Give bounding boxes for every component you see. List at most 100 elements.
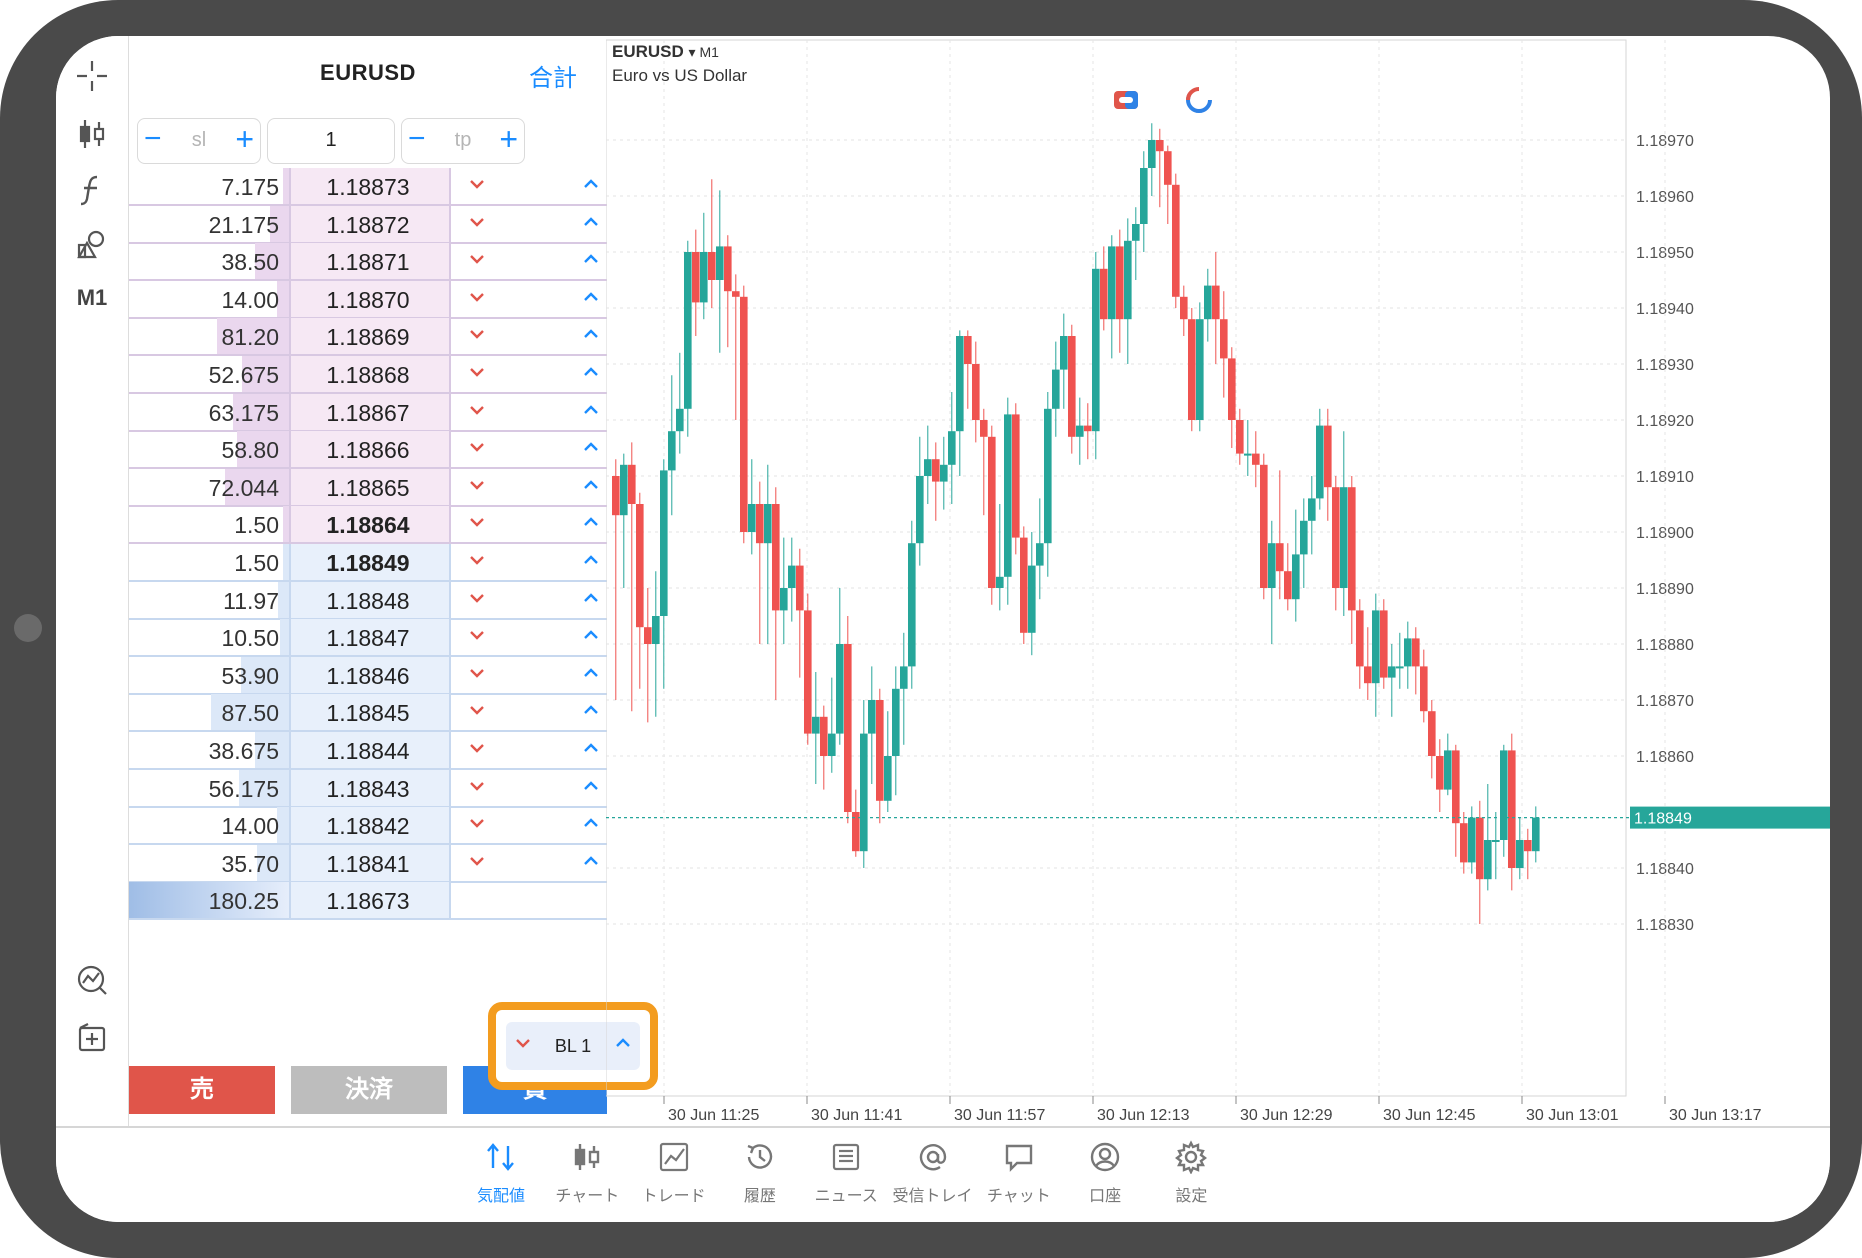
bid-row[interactable]: 53.90 1.18846 (129, 656, 607, 695)
buy-limit-chevron-up-icon[interactable] (579, 435, 603, 459)
bid-row[interactable]: 10.50 1.18847 (129, 619, 607, 658)
ask-row[interactable]: 52.675 1.18868 (129, 356, 607, 394)
candle-body (852, 812, 860, 852)
buy-limit-popup[interactable]: BL 1 (488, 1002, 658, 1090)
buy-limit-chevron-up-icon[interactable] (579, 661, 603, 685)
row-volume: 56.175 (208, 775, 279, 802)
sell-limit-chevron-down-icon[interactable] (465, 285, 489, 309)
price-cell (289, 468, 451, 505)
tab-trade[interactable]: トレード (624, 1140, 724, 1218)
sell-limit-chevron-down-icon[interactable] (465, 736, 489, 760)
ask-row[interactable]: 58.80 1.18866 (129, 431, 607, 470)
row-price: 1.18867 (326, 399, 410, 426)
buy-limit-chevron-up-icon[interactable] (579, 247, 603, 271)
new-order-icon[interactable] (66, 1012, 118, 1064)
account-icon (1090, 1142, 1120, 1172)
ask-row[interactable]: 21.175 1.18872 (129, 205, 607, 244)
bid-row[interactable]: 35.70 1.18841 (129, 844, 607, 883)
refresh-icon[interactable] (1186, 87, 1212, 113)
ask-row[interactable]: 81.20 1.18869 (129, 318, 607, 357)
buy-limit-chevron-up-icon[interactable] (579, 398, 603, 422)
tp-minus-button[interactable]: − (408, 122, 426, 155)
sell-limit-chevron-down-icon[interactable] (465, 172, 489, 196)
sell-limit-chevron-down-icon[interactable] (465, 849, 489, 873)
buy-limit-chevron-up-icon[interactable] (579, 172, 603, 196)
sell-limit-chevron-down-icon[interactable] (465, 698, 489, 722)
volume-field[interactable]: 1 (267, 118, 395, 164)
bid-row[interactable]: 56.175 1.18843 (129, 769, 607, 808)
tab-quotes[interactable]: 気配値 (451, 1140, 551, 1218)
buy-limit-order[interactable]: BL 1 (506, 1022, 640, 1070)
bid-row[interactable]: 14.00 1.18842 (129, 807, 607, 846)
tab-chart[interactable]: チャート (537, 1140, 637, 1218)
tab-chat[interactable]: チャット (969, 1140, 1069, 1218)
price-chart[interactable]: 1.18970 1.18960 1.18950 1.18940 1.18930 1.189… (606, 36, 1830, 1126)
sell-limit-chevron-down-icon[interactable] (465, 322, 489, 346)
sell-limit-chevron-down-icon[interactable] (465, 360, 489, 384)
buy-limit-chevron-up-icon[interactable] (579, 210, 603, 234)
buy-limit-chevron-up-icon[interactable] (579, 548, 603, 572)
tab-history[interactable]: 履歴 (710, 1140, 810, 1218)
bid-row[interactable]: 38.675 1.18844 (129, 732, 607, 770)
bid-row[interactable]: 180.25 1.18673 (129, 882, 607, 921)
ask-row[interactable]: 14.00 1.18870 (129, 280, 607, 319)
buy-limit-chevron-up-icon[interactable] (579, 473, 603, 497)
chevron-down-icon[interactable] (512, 1032, 534, 1054)
tp-plus-button[interactable]: + (499, 121, 518, 157)
sl-field[interactable]: − sl + (137, 118, 261, 164)
buy-limit-chevron-up-icon[interactable] (579, 586, 603, 610)
buy-limit-chevron-up-icon[interactable] (579, 736, 603, 760)
ask-row[interactable]: 7.175 1.18873 (129, 168, 607, 206)
sell-limit-chevron-down-icon[interactable] (465, 435, 489, 459)
buy-limit-chevron-up-icon[interactable] (579, 849, 603, 873)
crosshair-icon[interactable] (66, 50, 118, 102)
bid-row[interactable]: 87.50 1.18845 (129, 694, 607, 733)
bid-row[interactable]: 11.97 1.18848 (129, 581, 607, 620)
ask-row[interactable]: 38.50 1.18871 (129, 243, 607, 282)
ask-row[interactable]: 1.50 1.18864 (129, 506, 607, 545)
tp-field[interactable]: − tp + (401, 118, 525, 164)
sell-limit-chevron-down-icon[interactable] (465, 247, 489, 271)
sell-limit-chevron-down-icon[interactable] (465, 811, 489, 835)
buy-limit-chevron-up-icon[interactable] (579, 285, 603, 309)
tab-settings[interactable]: 設定 (1141, 1140, 1241, 1218)
candle-body (1332, 487, 1340, 588)
ask-row[interactable]: 72.044 1.18865 (129, 468, 607, 507)
sell-limit-chevron-down-icon[interactable] (465, 774, 489, 798)
buy-limit-chevron-up-icon[interactable] (579, 698, 603, 722)
indicator-icon[interactable] (66, 164, 118, 216)
timeframe-button[interactable]: M1 (66, 272, 118, 324)
candle-body (996, 576, 1004, 588)
sell-button[interactable]: 売 (129, 1066, 275, 1114)
chart-type-icon[interactable] (66, 108, 118, 160)
chart-canvas[interactable]: 1.18970 1.18960 1.18950 1.18940 1.18930 1.189… (606, 36, 1830, 1126)
buy-limit-chevron-up-icon[interactable] (579, 360, 603, 384)
buy-limit-chevron-up-icon[interactable] (579, 811, 603, 835)
buy-limit-chevron-up-icon[interactable] (579, 510, 603, 534)
candle-body (1164, 151, 1172, 185)
ask-row[interactable]: 63.175 1.18867 (129, 393, 607, 432)
sl-plus-button[interactable]: + (235, 121, 254, 157)
sl-minus-button[interactable]: − (144, 122, 162, 155)
total-button[interactable]: 合計 (529, 65, 577, 92)
one-click-trading-icon[interactable] (1114, 91, 1138, 109)
chevron-up-icon[interactable] (612, 1032, 634, 1054)
sell-limit-chevron-down-icon[interactable] (465, 548, 489, 572)
tab-news[interactable]: ニュース (796, 1140, 896, 1218)
buy-limit-chevron-up-icon[interactable] (579, 322, 603, 346)
trading-signals-icon[interactable] (66, 954, 118, 1006)
sell-limit-chevron-down-icon[interactable] (465, 210, 489, 234)
sell-limit-chevron-down-icon[interactable] (465, 473, 489, 497)
sell-limit-chevron-down-icon[interactable] (465, 398, 489, 422)
close-position-button[interactable]: 決済 (291, 1066, 447, 1114)
sell-limit-chevron-down-icon[interactable] (465, 586, 489, 610)
buy-limit-chevron-up-icon[interactable] (579, 623, 603, 647)
tab-mail[interactable]: 受信トレイ (883, 1140, 983, 1218)
bid-row[interactable]: 1.50 1.18849 (129, 544, 607, 582)
buy-limit-chevron-up-icon[interactable] (579, 774, 603, 798)
tab-account[interactable]: 口座 (1055, 1140, 1155, 1218)
sell-limit-chevron-down-icon[interactable] (465, 661, 489, 685)
objects-icon[interactable] (66, 218, 118, 270)
sell-limit-chevron-down-icon[interactable] (465, 623, 489, 647)
sell-limit-chevron-down-icon[interactable] (465, 510, 489, 534)
